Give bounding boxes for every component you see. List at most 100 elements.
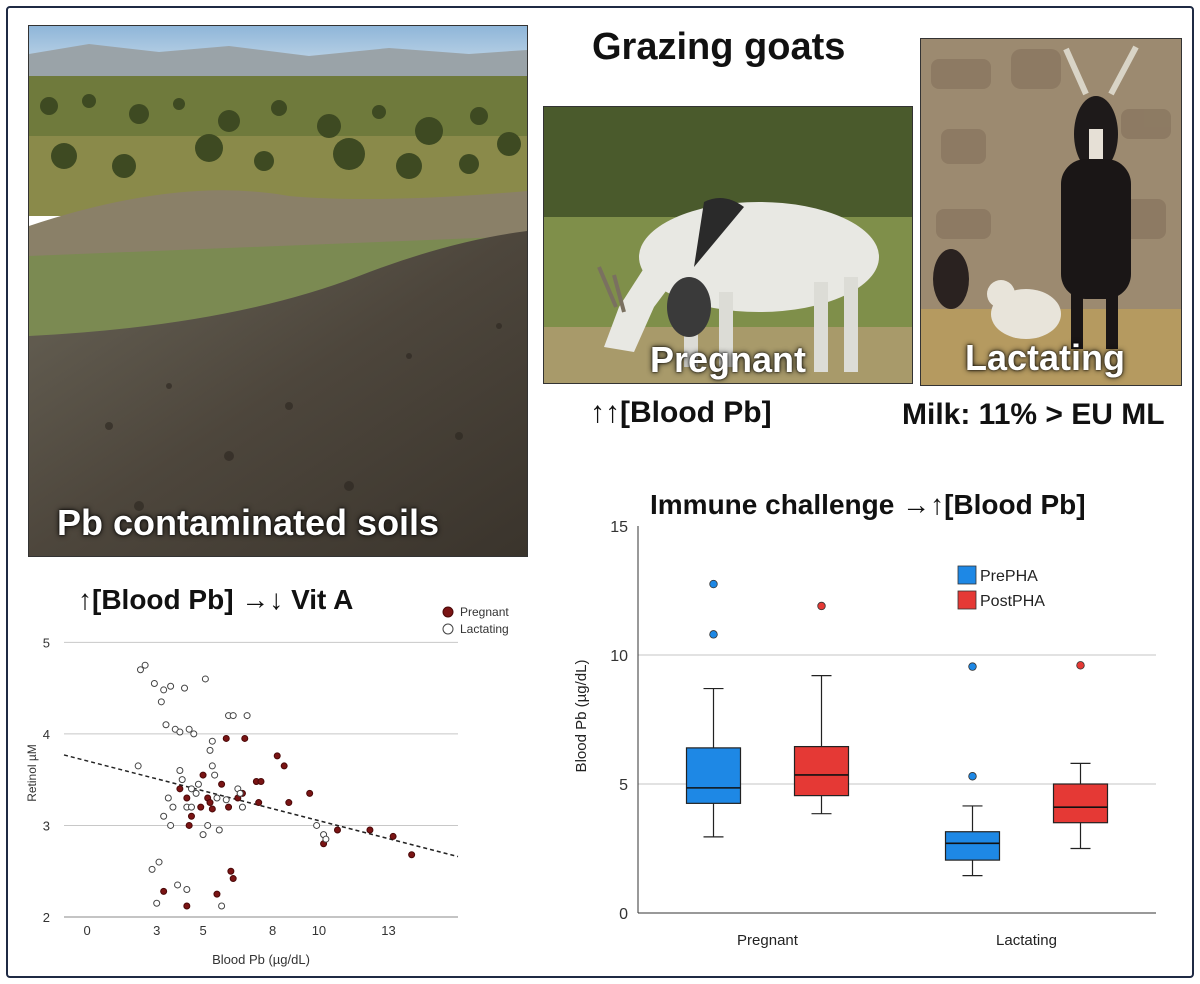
boxplot-title: Immune challenge →↑[Blood Pb]	[650, 489, 1086, 520]
outlier-point	[968, 772, 977, 781]
point-pregnant	[222, 734, 230, 742]
point-lactating	[206, 746, 214, 754]
point-lactating	[169, 803, 177, 811]
landscape-photo: Pb contaminated soils	[28, 25, 528, 557]
point-lactating	[322, 835, 330, 843]
point-lactating	[155, 858, 163, 866]
point-pregnant	[183, 794, 191, 802]
point-lactating	[167, 682, 175, 690]
point-lactating	[236, 789, 244, 797]
point-lactating	[201, 675, 209, 683]
point-lactating	[150, 680, 158, 688]
point-pregnant	[199, 771, 207, 779]
point-pregnant	[185, 821, 193, 829]
y-tick-label: 3	[43, 818, 50, 833]
point-pregnant	[306, 789, 314, 797]
point-lactating	[183, 886, 191, 894]
y-tick-label: 4	[43, 727, 50, 742]
point-pregnant	[176, 785, 184, 793]
outlier-point	[968, 662, 977, 671]
point-lactating	[167, 821, 175, 829]
point-lactating	[185, 725, 193, 733]
point-lactating	[157, 698, 165, 706]
point-pregnant	[208, 805, 216, 813]
y-tick-label: 10	[610, 648, 628, 665]
category-label-lactating: Lactating	[996, 932, 1057, 949]
legend-label-prepha: PrePHA	[980, 568, 1038, 585]
lactating-goat-photo: Lactating	[920, 38, 1182, 386]
legend-label-postpha: PostPHA	[980, 593, 1045, 610]
point-pregnant	[197, 803, 205, 811]
x-tick-label: 0	[84, 923, 91, 938]
pregnant-caption: Pregnant	[650, 339, 807, 380]
box-lactating-postpha	[1052, 661, 1109, 850]
point-lactating	[211, 771, 219, 779]
point-lactating	[243, 712, 251, 720]
lactating-note: Milk: 11% > EU ML	[902, 398, 1165, 431]
x-tick-label: 13	[381, 923, 395, 938]
point-lactating	[134, 762, 142, 770]
outlier-point	[709, 579, 718, 589]
point-lactating	[148, 865, 156, 873]
scatter-y-label: Retinol µM	[25, 744, 39, 802]
point-lactating	[160, 812, 168, 820]
point-lactating	[164, 794, 172, 802]
box-iqr	[944, 831, 1001, 861]
point-lactating	[174, 881, 182, 889]
box-lactating-prepha	[944, 662, 1001, 877]
legend-label-lactating: Lactating	[460, 622, 509, 636]
scatter-title: ↑[Blood Pb] →↓ Vit A	[78, 584, 353, 615]
legend-swatch-prepha	[957, 565, 977, 585]
point-pregnant	[333, 826, 341, 834]
point-lactating	[187, 803, 195, 811]
x-tick-label: 10	[312, 923, 326, 938]
point-pregnant	[187, 812, 195, 820]
scatter-x-label: Blood Pb (µg/dL)	[212, 952, 310, 967]
pregnant-note: ↑↑[Blood Pb]	[590, 396, 772, 429]
x-tick-label: 5	[199, 923, 206, 938]
boxplot-chart: Immune challenge →↑[Blood Pb] 0 5 10 15 Preg…	[573, 489, 1156, 949]
point-pregnant	[183, 902, 191, 910]
point-lactating	[187, 785, 195, 793]
outlier-point	[709, 630, 718, 639]
point-lactating	[213, 794, 221, 802]
point-pregnant	[285, 799, 293, 807]
point-lactating	[176, 767, 184, 774]
point-lactating	[208, 762, 216, 770]
box-iqr	[793, 745, 850, 797]
y-tick-label: 15	[610, 519, 628, 536]
point-lactating	[190, 730, 198, 738]
point-lactating	[160, 686, 168, 694]
point-lactating	[238, 803, 246, 811]
point-lactating	[178, 776, 186, 784]
y-tick-label: 5	[43, 635, 50, 650]
point-lactating	[192, 789, 200, 797]
point-pregnant	[408, 851, 416, 859]
x-tick-label: 8	[269, 923, 276, 938]
lactating-caption: Lactating	[965, 337, 1126, 378]
point-lactating	[229, 712, 237, 720]
point-lactating	[181, 684, 189, 692]
point-lactating	[162, 721, 170, 729]
point-pregnant	[241, 734, 249, 742]
point-lactating	[153, 899, 161, 907]
point-lactating	[313, 821, 321, 829]
point-pregnant	[389, 832, 397, 840]
y-tick-label: 2	[43, 910, 50, 925]
point-pregnant	[257, 777, 265, 785]
point-pregnant	[366, 826, 374, 834]
box-pregnant-postpha	[793, 601, 850, 815]
point-pregnant	[206, 799, 214, 807]
boxplot-y-label: Blood Pb (µg/dL)	[573, 660, 590, 773]
x-tick-label: 3	[153, 923, 160, 938]
scatter-chart: ↑[Blood Pb] →↓ Vit A 0 3 5 8 10 13 2 3 4 5 Blood …	[25, 584, 509, 967]
point-pregnant	[213, 890, 221, 898]
box-iqr	[685, 747, 742, 804]
point-lactating	[141, 661, 149, 669]
legend-label-pregnant: Pregnant	[460, 605, 509, 619]
outlier-point	[817, 601, 826, 611]
point-pregnant	[227, 867, 235, 875]
legend-marker-pregnant	[442, 606, 454, 618]
outlier-point	[1076, 661, 1085, 670]
y-tick-label: 5	[619, 777, 628, 794]
